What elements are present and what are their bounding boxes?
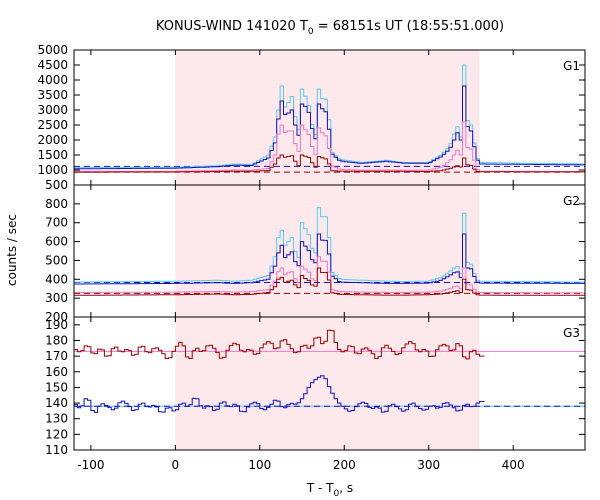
panel-g2-ytick-label: 500 xyxy=(45,253,68,267)
panel-g1-ytick-label: 2000 xyxy=(37,133,68,147)
panel-g3-series-darkblue xyxy=(74,375,485,413)
panel-g2-series-pink xyxy=(74,256,585,294)
panel-g3-frame xyxy=(73,316,586,451)
panel-g2-ytick-label: 300 xyxy=(45,291,68,305)
panel-g1-series-lightblue xyxy=(74,64,585,169)
panel-g3-ytick-label: 120 xyxy=(45,427,68,441)
panel-g1-series-darkred xyxy=(74,154,585,173)
panel-g2-ytick-label: 600 xyxy=(45,235,68,249)
panel-g2-series-darkblue xyxy=(74,233,585,285)
panel-g1-ytick-label: 1500 xyxy=(37,148,68,162)
panel-g1-ytick-label: 2500 xyxy=(37,118,68,132)
panel-g2-ytick-label: 800 xyxy=(45,197,68,211)
panel-g3-ytick-label: 190 xyxy=(45,318,68,332)
panel-g1-label: G1 xyxy=(563,59,580,73)
panels-group: 500100015002000250030003500400045005000G… xyxy=(37,43,586,472)
panel-g1-data xyxy=(74,64,585,173)
panel-g2-ytick-label: 700 xyxy=(45,216,68,230)
panel-g3-ytick-label: 170 xyxy=(45,349,68,363)
panel-g1-series-pink xyxy=(74,121,585,172)
panel-g2-ytick-label: 400 xyxy=(45,272,68,286)
y-axis-label: counts / sec xyxy=(5,214,19,286)
panel-g1-ytick-label: 3000 xyxy=(37,103,68,117)
chart-title: KONUS-WIND 141020 T0 = 68151s UT (18:55:… xyxy=(156,19,504,37)
panel-g1-ytick-label: 500 xyxy=(45,178,68,192)
panel-g3-ytick-label: 140 xyxy=(45,396,68,410)
xtick-label: 400 xyxy=(502,458,525,472)
panel-g1-ytick-label: 5000 xyxy=(37,43,68,57)
xtick-label: 200 xyxy=(333,458,356,472)
panel-g3-ytick-label: 110 xyxy=(45,443,68,457)
panel-g2: 200 300 400 500 600 700 800 G2 xyxy=(45,184,586,324)
panel-g1-ytick-label: 4000 xyxy=(37,73,68,87)
panel-g2-ytick-label: 200 xyxy=(45,310,68,324)
x-axis-label: T - T0, s xyxy=(306,481,353,499)
panel-g3-label: G3 xyxy=(563,326,580,340)
xtick-label: 300 xyxy=(417,458,440,472)
panel-g1-ytick-label: 3500 xyxy=(37,88,68,102)
panel-g1-ytick-label: 1000 xyxy=(37,163,68,177)
xtick-label: 100 xyxy=(248,458,271,472)
panel-g3-data xyxy=(74,329,585,413)
panel-g2-label: G2 xyxy=(563,194,580,208)
panel-g2-series-lightblue xyxy=(74,207,585,283)
panel-g3-ytick-label: 180 xyxy=(45,333,68,347)
panel-g3-ytick-label: 160 xyxy=(45,365,68,379)
panel-g1-series-darkblue xyxy=(74,85,585,170)
panel-g3-ytick-label: 130 xyxy=(45,412,68,426)
panel-g2-series-darkred xyxy=(74,267,585,296)
panel-g3-series-darkred xyxy=(74,329,485,360)
panel-g1-ytick-label: 4500 xyxy=(37,58,68,72)
xtick-label: 0 xyxy=(172,458,180,472)
panel-g3-ytick-label: 150 xyxy=(45,380,68,394)
panel-g2-data xyxy=(74,207,585,296)
xtick-label: -100 xyxy=(77,458,104,472)
